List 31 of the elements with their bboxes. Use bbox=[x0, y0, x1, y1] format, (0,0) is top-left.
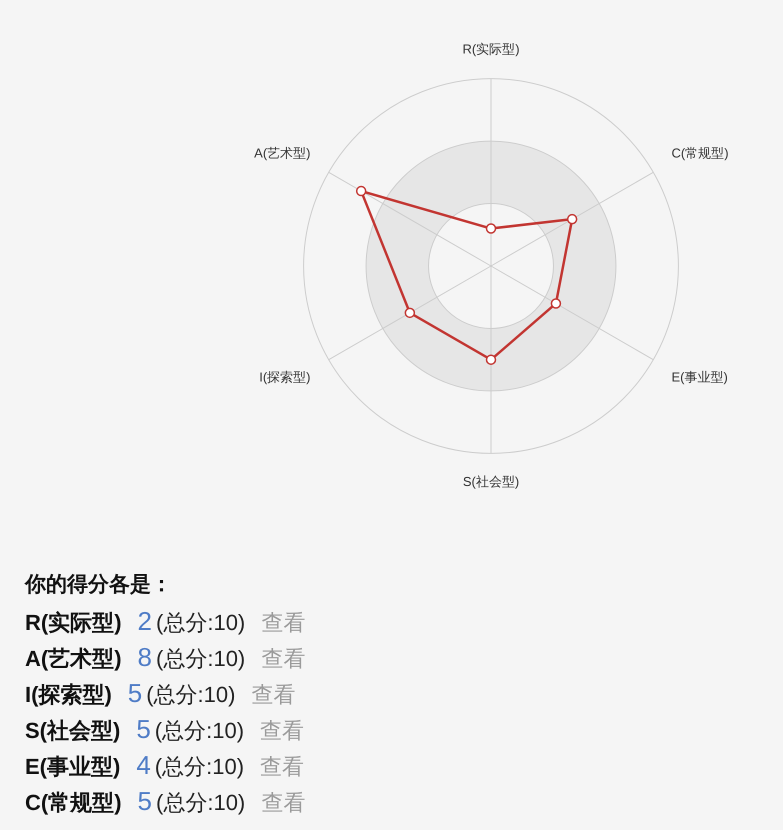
spoke-label: E(事业型) bbox=[671, 370, 728, 385]
data-label: 5 bbox=[128, 678, 142, 708]
data-label: 2 bbox=[138, 606, 152, 636]
text: (总分:10) bbox=[156, 790, 246, 815]
text: 查看 bbox=[261, 646, 306, 671]
category-label: S(社会型) bbox=[25, 718, 120, 743]
text: 查看 bbox=[260, 754, 304, 779]
text: (总分:10) bbox=[156, 610, 246, 635]
text: 查看 bbox=[261, 610, 306, 635]
category-label: A(艺术型) bbox=[25, 646, 122, 671]
spoke-label: R(实际型) bbox=[462, 41, 520, 56]
category-label: C(常规型) bbox=[25, 790, 122, 815]
text: (总分:10) bbox=[146, 682, 236, 707]
data-label: 5 bbox=[138, 786, 152, 816]
spoke-label: S(社会型) bbox=[462, 474, 520, 489]
text: 查看 bbox=[260, 718, 304, 743]
spoke-label: I(探索型) bbox=[259, 370, 311, 385]
category-label: I(探索型) bbox=[25, 682, 112, 707]
text: 你的得分各是： bbox=[25, 572, 173, 598]
data-label: 4 bbox=[136, 750, 151, 780]
spoke-label: A(艺术型) bbox=[254, 146, 311, 161]
text: (总分:10) bbox=[154, 718, 244, 743]
data-label: 8 bbox=[138, 642, 152, 672]
text: (总分:10) bbox=[156, 646, 246, 671]
category-label: E(事业型) bbox=[25, 754, 120, 779]
category-label: R(实际型) bbox=[25, 610, 122, 635]
spoke-label: C(常规型) bbox=[671, 146, 729, 161]
text: 查看 bbox=[261, 790, 306, 815]
text: (总分:10) bbox=[154, 754, 244, 779]
text: 查看 bbox=[251, 682, 296, 707]
data-label: 5 bbox=[136, 714, 151, 744]
